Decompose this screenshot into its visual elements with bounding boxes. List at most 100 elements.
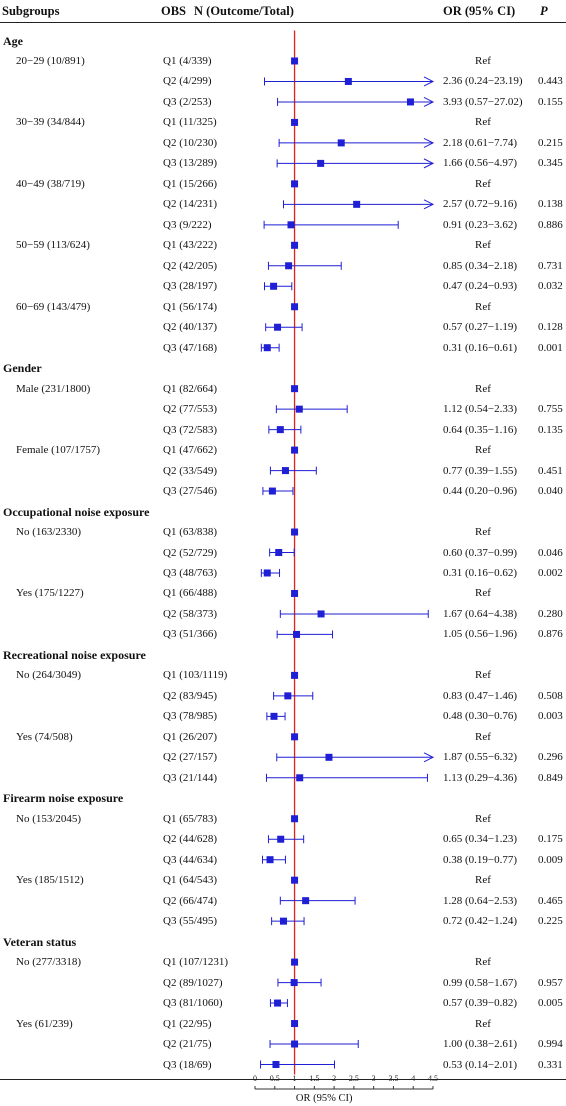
table-row: Q3 (13/289) 1.66 (0.56−4.97) 0.345 — [0, 153, 566, 173]
table-row: Q3 (72/583) 0.64 (0.35−1.16) 0.135 — [0, 420, 566, 440]
or-value: 1.13 (0.29−4.36) — [443, 771, 518, 784]
header-p: P — [540, 4, 548, 18]
table-row: Q3 (51/366) 1.05 (0.56−1.96) 0.876 — [0, 624, 566, 644]
subgroup-label: 40−49 (38/719) — [16, 177, 85, 190]
or-value: Ref — [475, 116, 491, 129]
table-row: Q2 (77/553) 1.12 (0.54−2.33) 0.755 — [0, 399, 566, 419]
obs-label: Q1 (43/222) — [163, 239, 218, 252]
or-value: Ref — [475, 874, 491, 887]
p-value: 0.280 — [538, 607, 563, 620]
point-estimate — [287, 221, 295, 229]
table-row: Q2 (42/205) 0.85 (0.34−2.18) 0.731 — [0, 256, 566, 276]
or-value: Ref — [475, 526, 491, 539]
point-estimate — [296, 774, 304, 782]
obs-label: Q1 (63/838) — [163, 526, 218, 539]
p-value: 0.001 — [538, 341, 563, 354]
obs-label: Q3 (55/495) — [163, 915, 218, 928]
x-axis-label: OR (95% CI) — [296, 1093, 353, 1104]
point-estimate — [291, 733, 299, 741]
subgroup-label: 50−59 (113/624) — [16, 239, 90, 252]
obs-label: Q1 (26/207) — [163, 730, 218, 743]
table-row: Q3 (44/634) 0.38 (0.19−0.77) 0.009 — [0, 850, 566, 870]
p-value: 0.886 — [538, 218, 563, 231]
x-tick-label: 2.5 — [349, 1074, 359, 1083]
point-estimate — [270, 282, 278, 290]
header-rule — [0, 22, 566, 23]
table-row: Q2 (4/299) 2.36 (0.24−23.19) 0.443 — [0, 71, 566, 91]
or-value: Ref — [475, 669, 491, 682]
p-value: 0.032 — [538, 280, 563, 293]
obs-label: Q2 (33/549) — [163, 464, 218, 477]
point-estimate — [291, 671, 299, 679]
table-row: Yes (74/508) Q1 (26/207) Ref — [0, 727, 566, 747]
table-row: Male (231/1800) Q1 (82/664) Ref — [0, 379, 566, 399]
x-tick-label: 2 — [332, 1074, 336, 1083]
p-value: 0.002 — [538, 566, 563, 579]
table-row: Q2 (33/549) 0.77 (0.39−1.55) 0.451 — [0, 461, 566, 481]
p-value: 0.175 — [538, 833, 563, 846]
or-value: 0.83 (0.47−1.46) — [443, 689, 518, 702]
point-estimate — [274, 999, 282, 1007]
obs-label: Q3 (2/253) — [163, 95, 212, 108]
point-estimate — [263, 344, 271, 352]
table-row: Q3 (21/144) 1.13 (0.29−4.36) 0.849 — [0, 768, 566, 788]
point-estimate — [291, 528, 299, 536]
point-estimate — [284, 692, 292, 700]
obs-label: Q2 (83/945) — [163, 689, 218, 702]
point-estimate — [291, 118, 299, 126]
obs-label: Q1 (56/174) — [163, 300, 218, 313]
or-value: 0.57 (0.39−0.82) — [443, 997, 518, 1010]
table-row: Q2 (66/474) 1.28 (0.64−2.53) 0.465 — [0, 891, 566, 911]
section-row: Gender — [0, 358, 566, 378]
point-estimate — [263, 569, 271, 577]
point-estimate — [291, 385, 299, 393]
point-estimate — [274, 323, 282, 331]
obs-label: Q3 (21/144) — [163, 771, 218, 784]
point-estimate — [406, 98, 414, 106]
p-value: 0.345 — [538, 157, 563, 170]
or-value: 0.99 (0.58−1.67) — [443, 976, 518, 989]
x-tick-label: 0.5 — [270, 1074, 280, 1083]
point-estimate — [344, 77, 352, 85]
table-row: 20−29 (10/891) Q1 (4/339) Ref — [0, 51, 566, 71]
or-value: 0.60 (0.37−0.99) — [443, 546, 518, 559]
or-value: 1.66 (0.56−4.97) — [443, 157, 518, 170]
obs-label: Q3 (18/69) — [163, 1058, 212, 1071]
p-value: 0.465 — [538, 894, 563, 907]
table-row: Q3 (9/222) 0.91 (0.23−3.62) 0.886 — [0, 215, 566, 235]
subgroup-label: Yes (74/508) — [16, 730, 73, 743]
or-value: 0.91 (0.23−3.62) — [443, 218, 518, 231]
table-row: Yes (185/1512) Q1 (64/543) Ref — [0, 870, 566, 890]
table-row: Q2 (40/137) 0.57 (0.27−1.19) 0.128 — [0, 317, 566, 337]
point-estimate — [285, 262, 293, 270]
point-estimate — [272, 1061, 280, 1068]
or-value: 3.93 (0.57−27.02) — [443, 95, 523, 108]
section-label: Gender — [3, 361, 42, 376]
p-value: 0.296 — [538, 751, 563, 764]
or-value: 0.53 (0.14−2.01) — [443, 1058, 518, 1071]
point-estimate — [279, 917, 287, 925]
table-row: 60−69 (143/479) Q1 (56/174) Ref — [0, 297, 566, 317]
table-row: Q2 (10/230) 2.18 (0.61−7.74) 0.215 — [0, 133, 566, 153]
p-value: 0.046 — [538, 546, 563, 559]
point-estimate — [291, 815, 299, 823]
subgroup-label: No (163/2330) — [16, 526, 82, 539]
or-value: 0.48 (0.30−0.76) — [443, 710, 518, 723]
ci-arrow — [423, 96, 435, 107]
point-estimate — [270, 712, 278, 720]
or-value: 2.36 (0.24−23.19) — [443, 75, 523, 88]
p-value: 0.755 — [538, 403, 563, 416]
table-row: Q3 (28/197) 0.47 (0.24−0.93) 0.032 — [0, 276, 566, 296]
obs-label: Q2 (52/729) — [163, 546, 218, 559]
obs-label: Q2 (42/205) — [163, 259, 218, 272]
p-value: 0.040 — [538, 485, 563, 498]
section-label: Occupational noise exposure — [3, 504, 150, 519]
obs-label: Q3 (47/168) — [163, 341, 218, 354]
p-value: 0.215 — [538, 136, 563, 149]
or-value: 0.38 (0.19−0.77) — [443, 853, 518, 866]
point-estimate — [291, 303, 299, 311]
table-row: Q3 (78/985) 0.48 (0.30−0.76) 0.003 — [0, 706, 566, 726]
obs-label: Q2 (14/231) — [163, 198, 218, 211]
